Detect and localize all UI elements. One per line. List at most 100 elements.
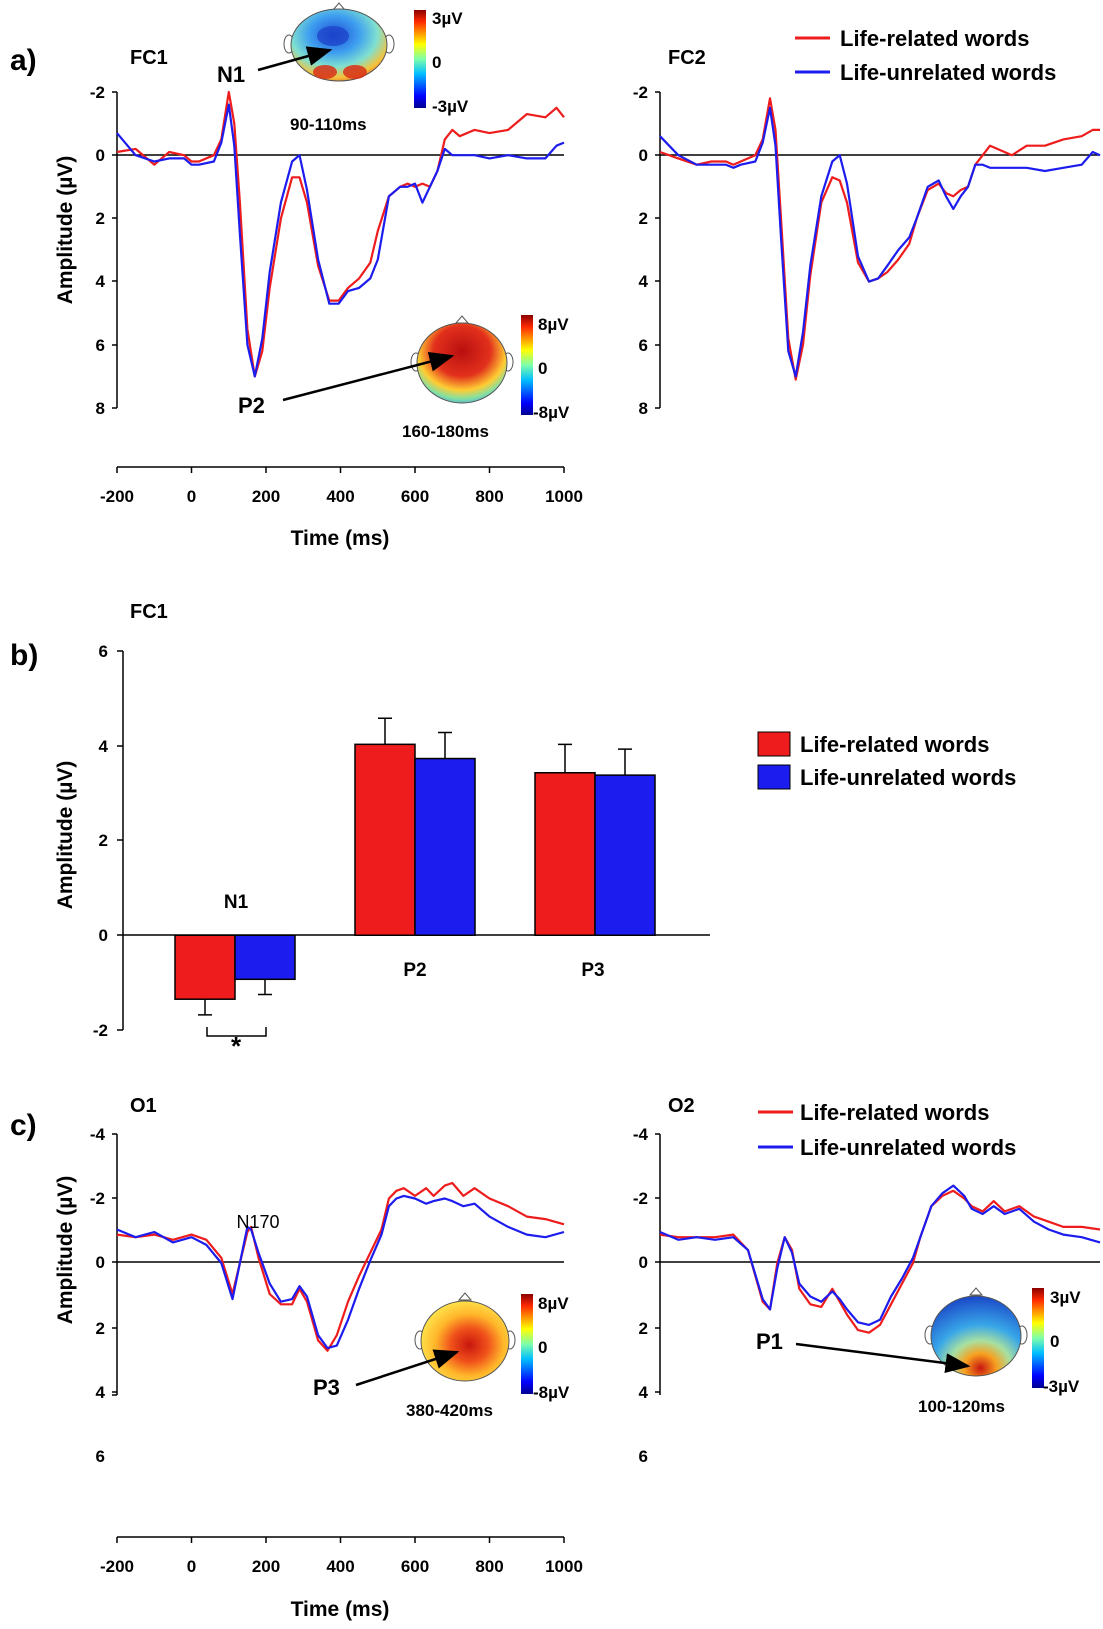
o2-ytick: -2 [633, 1189, 648, 1208]
panel-c-letter: c) [10, 1109, 37, 1142]
fc2-related-trace [659, 97, 1100, 381]
errorbar-p2-unrelated [438, 731, 452, 759]
o1-ytick: -2 [90, 1189, 105, 1208]
o1-unrelated-trace [116, 1194, 565, 1350]
xtick-a: 1000 [545, 487, 583, 506]
xtick-a: 600 [401, 487, 429, 506]
bar-ytick: 2 [99, 831, 108, 850]
legend-b-unrelated-swatch [757, 764, 791, 790]
p2-window-label: 160-180ms [402, 422, 489, 441]
errorbar-p3-unrelated [618, 748, 632, 776]
o2-channel-label: O2 [668, 1095, 695, 1117]
panel-b-ylabel: Amplitude (µV) [54, 761, 77, 910]
p3-component-label: P3 [313, 1375, 340, 1400]
bar-ytick: 6 [99, 642, 108, 661]
fc1-related-trace [116, 90, 565, 378]
xtick-a: 0 [187, 487, 196, 506]
o2-ytick: -4 [633, 1125, 649, 1144]
fc1-axes [112, 91, 564, 409]
fc1-ytick: -2 [90, 83, 105, 102]
panel-a-xlabel: Time (ms) [291, 527, 390, 550]
bar-category-label-p3: P3 [581, 960, 604, 981]
o1-ytick: -4 [90, 1125, 106, 1144]
p1-arrow [795, 1342, 971, 1374]
fc1-ytick: 0 [96, 146, 105, 165]
bar-n1-related [174, 934, 236, 1000]
p1-cbar-min: -3µV [1043, 1377, 1080, 1396]
p2-component-label: P2 [238, 393, 265, 418]
panel-c-ylabel: Amplitude (µV) [54, 1176, 77, 1325]
bar-ytick: 0 [99, 926, 108, 945]
bar-p2-unrelated [414, 757, 476, 937]
fc1-ytick: 6 [96, 336, 105, 355]
p3-window-label: 380-420ms [406, 1401, 493, 1420]
n1-cbar-max: 3µV [432, 9, 463, 28]
p3-cbar-max: 8µV [538, 1294, 569, 1313]
n1-component-label: N1 [217, 62, 245, 87]
o1-ytick: 6 [96, 1447, 105, 1466]
p1-window-label: 100-120ms [918, 1397, 1005, 1416]
bar-p3-related [534, 772, 596, 936]
o2-ytick: 0 [639, 1253, 648, 1272]
legend-b-related-label: Life-related words [800, 732, 989, 757]
significance-bracket [206, 1027, 267, 1037]
p2-cbar-max: 8µV [538, 315, 569, 334]
o2-related-trace [659, 1189, 1101, 1334]
errorbar-n1-unrelated [258, 979, 272, 996]
fc1-ytick: 4 [96, 272, 106, 291]
xtick-a: 800 [475, 487, 503, 506]
p1-component-label: P1 [756, 1329, 783, 1354]
xtick-c: 800 [475, 1557, 503, 1576]
p3-colorbar [521, 1294, 533, 1394]
legend-a-unrelated-label: Life-unrelated words [840, 60, 1056, 85]
fc2-axes [655, 91, 1100, 409]
xtick-c: 400 [326, 1557, 354, 1576]
o1-related-trace [116, 1181, 565, 1352]
o2-yticks: -4 -2 0 2 4 6 [633, 1125, 649, 1466]
time-axis-a [116, 466, 565, 473]
o2-unrelated-trace [659, 1184, 1101, 1326]
p2-arrow [282, 351, 455, 402]
o2-plot [659, 1184, 1101, 1334]
legend-c-related-label: Life-related words [800, 1100, 989, 1125]
bar-plot [174, 717, 656, 1016]
o1-plot [116, 1181, 565, 1352]
legend-b-unrelated-label: Life-unrelated words [800, 765, 1016, 790]
bar-category-label-p2: P2 [403, 960, 426, 981]
panel-c-xlabel: Time (ms) [291, 1598, 390, 1621]
errorbar-n1-related [198, 999, 212, 1016]
o1-yticks: -4 -2 0 2 4 6 [90, 1125, 106, 1466]
errorbar-p2-related [378, 717, 392, 745]
o2-axes [655, 1133, 1100, 1395]
o1-ytick: 2 [96, 1319, 105, 1338]
bar-category-label-n1: N1 [224, 892, 249, 913]
n1-cbar-mid: 0 [432, 53, 441, 72]
p2-colorbar [521, 315, 533, 415]
p1-cbar-max: 3µV [1050, 1288, 1081, 1307]
fc1-plot [116, 90, 565, 378]
time-axis-c-ticks: -200 0 200 400 600 800 1000 [100, 1557, 583, 1576]
fc2-ytick: 6 [639, 336, 648, 355]
fc2-ytick: 2 [639, 209, 648, 228]
legend-b-related-swatch [757, 731, 791, 757]
fc1-yticks: -2 0 2 4 6 8 [90, 83, 106, 418]
bar-ytick: -2 [93, 1021, 108, 1040]
panel-b-channel-label: FC1 [130, 601, 168, 623]
n170-label: N170 [236, 1212, 279, 1232]
time-axis-a-ticks: -200 0 200 400 600 800 1000 [100, 487, 583, 506]
n1-topomap [283, 2, 395, 82]
fc2-ytick: 0 [639, 146, 648, 165]
o1-axes [112, 1133, 564, 1396]
o1-ytick: 4 [96, 1383, 106, 1402]
xtick-a: -200 [100, 487, 134, 506]
bar-p3-unrelated [594, 774, 656, 936]
o2-ytick: 6 [639, 1447, 648, 1466]
time-axis-c [116, 1536, 565, 1543]
errorbar-p3-related [558, 743, 572, 773]
n1-window-label: 90-110ms [290, 115, 367, 134]
bar-p2-related [354, 743, 416, 936]
xtick-c: 600 [401, 1557, 429, 1576]
p1-colorbar [1032, 1288, 1044, 1388]
p3-arrow [355, 1349, 460, 1387]
